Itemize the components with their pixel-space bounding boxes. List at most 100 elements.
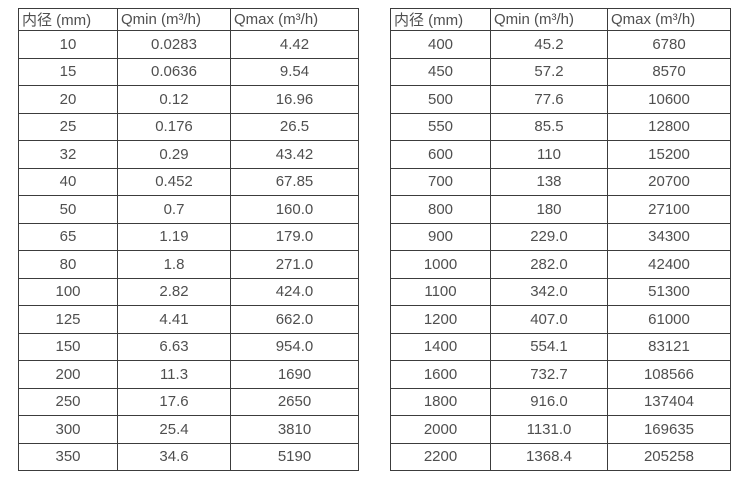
table-row: 250 17.6 2650: [18, 387, 359, 416]
cell: 45.2: [490, 30, 608, 59]
cell: 600: [390, 140, 491, 169]
cell: 916.0: [490, 387, 608, 416]
cell: 26.5: [230, 112, 359, 141]
cell: 1200: [390, 305, 491, 334]
cell: 12800: [607, 112, 731, 141]
cell: 407.0: [490, 305, 608, 334]
table-row: 1100 342.0 51300: [390, 277, 731, 306]
cell: 17.6: [117, 387, 231, 416]
column-header: Qmax (m³/h): [607, 8, 731, 31]
table-row: 125 4.41 662.0: [18, 305, 359, 334]
cell: 65: [18, 222, 118, 251]
cell: 125: [18, 305, 118, 334]
cell: 50: [18, 195, 118, 224]
flow-spec-table-large-diameters: 内径 (mm) Qmin (m³/h) Qmax (m³/h) 400 45.2 6780…: [390, 8, 731, 471]
cell: 10600: [607, 85, 731, 114]
table-row: 2000 1131.0 169635: [390, 415, 731, 444]
cell: 0.0636: [117, 57, 231, 86]
cell: 15200: [607, 140, 731, 169]
cell: 271.0: [230, 250, 359, 279]
cell: 282.0: [490, 250, 608, 279]
cell: 554.1: [490, 332, 608, 361]
table-row: 150 6.63 954.0: [18, 332, 359, 361]
cell: 160.0: [230, 195, 359, 224]
cell: 1131.0: [490, 415, 608, 444]
cell: 205258: [607, 442, 731, 471]
table-row: 550 85.5 12800: [390, 112, 731, 141]
flow-spec-table-small-diameters: 内径 (mm) Qmin (m³/h) Qmax (m³/h) 10 0.0283 4.4…: [18, 8, 359, 471]
column-header: 内径 (mm): [390, 8, 491, 31]
cell: 3810: [230, 415, 359, 444]
cell: 1600: [390, 360, 491, 389]
table-row: 1000 282.0 42400: [390, 250, 731, 279]
cell: 20700: [607, 167, 731, 196]
cell: 0.29: [117, 140, 231, 169]
cell: 1800: [390, 387, 491, 416]
cell: 1.8: [117, 250, 231, 279]
table-row: 700 138 20700: [390, 167, 731, 196]
cell: 27100: [607, 195, 731, 224]
table-row: 65 1.19 179.0: [18, 222, 359, 251]
cell: 954.0: [230, 332, 359, 361]
table-row: 300 25.4 3810: [18, 415, 359, 444]
cell: 424.0: [230, 277, 359, 306]
cell: 42400: [607, 250, 731, 279]
cell: 2000: [390, 415, 491, 444]
cell: 16.96: [230, 85, 359, 114]
cell: 80: [18, 250, 118, 279]
column-header: Qmin (m³/h): [117, 8, 231, 31]
cell: 500: [390, 85, 491, 114]
header-row: 内径 (mm) Qmin (m³/h) Qmax (m³/h): [18, 8, 359, 31]
table-row: 400 45.2 6780: [390, 30, 731, 59]
cell: 700: [390, 167, 491, 196]
cell: 61000: [607, 305, 731, 334]
column-header: Qmin (m³/h): [490, 8, 608, 31]
cell: 40: [18, 167, 118, 196]
table-row: 600 110 15200: [390, 140, 731, 169]
cell: 169635: [607, 415, 731, 444]
table-row: 900 229.0 34300: [390, 222, 731, 251]
cell: 9.54: [230, 57, 359, 86]
cell: 83121: [607, 332, 731, 361]
cell: 1368.4: [490, 442, 608, 471]
cell: 20: [18, 85, 118, 114]
cell: 2650: [230, 387, 359, 416]
cell: 0.12: [117, 85, 231, 114]
table-row: 1200 407.0 61000: [390, 305, 731, 334]
cell: 108566: [607, 360, 731, 389]
cell: 137404: [607, 387, 731, 416]
table-row: 1800 916.0 137404: [390, 387, 731, 416]
cell: 550: [390, 112, 491, 141]
cell: 11.3: [117, 360, 231, 389]
header-row: 内径 (mm) Qmin (m³/h) Qmax (m³/h): [390, 8, 731, 31]
table-row: 100 2.82 424.0: [18, 277, 359, 306]
cell: 179.0: [230, 222, 359, 251]
table-row: 500 77.6 10600: [390, 85, 731, 114]
cell: 4.42: [230, 30, 359, 59]
cell: 300: [18, 415, 118, 444]
table-row: 20 0.12 16.96: [18, 85, 359, 114]
cell: 2.82: [117, 277, 231, 306]
cell: 4.41: [117, 305, 231, 334]
cell: 34300: [607, 222, 731, 251]
cell: 0.7: [117, 195, 231, 224]
cell: 229.0: [490, 222, 608, 251]
cell: 450: [390, 57, 491, 86]
cell: 32: [18, 140, 118, 169]
cell: 25: [18, 112, 118, 141]
cell: 10: [18, 30, 118, 59]
cell: 200: [18, 360, 118, 389]
column-header: 内径 (mm): [18, 8, 118, 31]
cell: 342.0: [490, 277, 608, 306]
cell: 15: [18, 57, 118, 86]
table-row: 15 0.0636 9.54: [18, 57, 359, 86]
cell: 0.0283: [117, 30, 231, 59]
column-header: Qmax (m³/h): [230, 8, 359, 31]
cell: 1.19: [117, 222, 231, 251]
cell: 1690: [230, 360, 359, 389]
table-row: 32 0.29 43.42: [18, 140, 359, 169]
cell: 900: [390, 222, 491, 251]
table-row: 25 0.176 26.5: [18, 112, 359, 141]
cell: 43.42: [230, 140, 359, 169]
